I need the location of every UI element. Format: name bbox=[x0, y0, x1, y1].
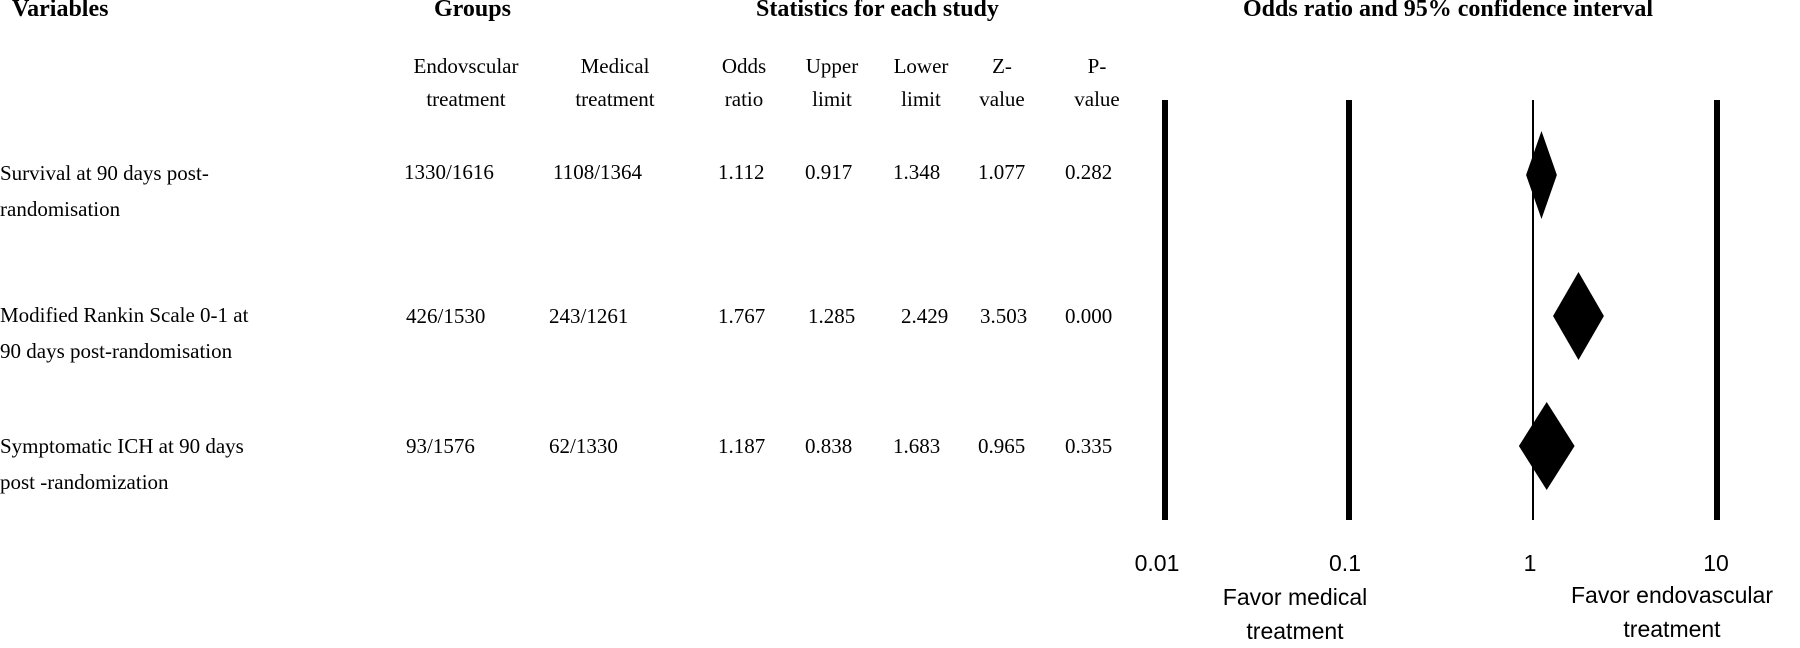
statistics-header: Statistics for each study bbox=[756, 0, 999, 22]
row1-medical: 1108/1364 bbox=[553, 160, 643, 184]
tick-label-1: 1 bbox=[1523, 550, 1537, 576]
medical-treatment-header: Medical treatment bbox=[547, 50, 683, 116]
row2-odds: 1.767 bbox=[718, 304, 766, 328]
forest-header: Odds ratio and 95% confidence interval bbox=[1243, 0, 1654, 22]
row2-endo: 426/1530 bbox=[406, 304, 486, 328]
row1-upper: 0.917 bbox=[805, 160, 853, 184]
favor-medical-line2: treatment bbox=[1246, 618, 1344, 644]
medical-header-line1: Medical bbox=[580, 54, 650, 78]
row1-p: 0.282 bbox=[1065, 160, 1113, 184]
groups-header: Groups bbox=[434, 0, 511, 22]
favor-endovascular-line2: treatment bbox=[1623, 616, 1721, 642]
row2-lower: 2.429 bbox=[901, 304, 949, 328]
row2-medical: 243/1261 bbox=[549, 304, 629, 328]
odds-header-line1: Odds bbox=[721, 54, 767, 78]
row3-z: 0.965 bbox=[978, 434, 1026, 458]
estimate-diamond-2 bbox=[1553, 272, 1604, 360]
row2-z: 3.503 bbox=[980, 304, 1028, 328]
favor-medical-line1: Favor medical bbox=[1222, 584, 1368, 610]
estimate-diamond-1 bbox=[1526, 131, 1557, 219]
row1-lower: 1.348 bbox=[893, 160, 941, 184]
tick-label-10: 10 bbox=[1703, 550, 1729, 576]
medical-header-line2: treatment bbox=[575, 87, 655, 111]
favor-endovascular-label: Favor endovascular treatment bbox=[1550, 578, 1794, 646]
row1-label-line2: randomisation bbox=[0, 197, 121, 221]
p-header-line2: value bbox=[1074, 87, 1120, 111]
odds-header-line2: ratio bbox=[724, 87, 764, 111]
tick-label-0-01: 0.01 bbox=[1134, 550, 1180, 576]
row1-label-line1: Survival at 90 days post- bbox=[0, 161, 209, 185]
row2-p: 0.000 bbox=[1065, 304, 1113, 328]
row2-upper: 1.285 bbox=[808, 304, 856, 328]
row3-label-line2: post -randomization bbox=[0, 470, 169, 494]
row-label-survival: Survival at 90 days post- randomisation bbox=[0, 155, 390, 227]
upper-limit-header: Upper limit bbox=[794, 50, 870, 116]
row3-endo: 93/1576 bbox=[406, 434, 475, 458]
estimate-diamond-3 bbox=[1518, 402, 1575, 490]
lower-header-line1: Lower bbox=[893, 54, 949, 78]
row3-p: 0.335 bbox=[1065, 434, 1113, 458]
p-header-line1: P- bbox=[1087, 54, 1107, 78]
favor-endovascular-line1: Favor endovascular bbox=[1571, 582, 1773, 608]
endo-treatment-header: Endovscular treatment bbox=[396, 50, 536, 116]
row2-label-line1: Modified Rankin Scale 0-1 at bbox=[0, 303, 249, 327]
row3-medical: 62/1330 bbox=[549, 434, 618, 458]
lower-header-line2: limit bbox=[901, 87, 941, 111]
row-label-ich: Symptomatic ICH at 90 days post -randomi… bbox=[0, 428, 390, 500]
endo-header-line2: treatment bbox=[426, 87, 506, 111]
endo-header-line1: Endovscular bbox=[413, 54, 519, 78]
favor-medical-label: Favor medical treatment bbox=[1185, 580, 1405, 648]
z-header-line2: value bbox=[979, 87, 1025, 111]
upper-header-line2: limit bbox=[812, 87, 852, 111]
row1-z: 1.077 bbox=[978, 160, 1026, 184]
lower-limit-header: Lower limit bbox=[880, 50, 962, 116]
z-header-line1: Z- bbox=[992, 54, 1012, 78]
tick-label-0-1: 0.1 bbox=[1329, 550, 1361, 576]
row2-label-line2: 90 days post-randomisation bbox=[0, 339, 233, 363]
row1-odds: 1.112 bbox=[718, 160, 765, 184]
row1-endo: 1330/1616 bbox=[404, 160, 494, 184]
p-value-header: P- value bbox=[1062, 50, 1132, 116]
odds-ratio-header: Odds ratio bbox=[710, 50, 778, 116]
row3-lower: 1.683 bbox=[893, 434, 941, 458]
row3-odds: 1.187 bbox=[718, 434, 766, 458]
row-label-mrs: Modified Rankin Scale 0-1 at 90 days pos… bbox=[0, 297, 390, 369]
variables-header: Variables bbox=[12, 0, 109, 22]
row3-upper: 0.838 bbox=[805, 434, 853, 458]
z-value-header: Z- value bbox=[968, 50, 1036, 116]
row3-label-line1: Symptomatic ICH at 90 days bbox=[0, 434, 244, 458]
upper-header-line1: Upper bbox=[805, 54, 859, 78]
